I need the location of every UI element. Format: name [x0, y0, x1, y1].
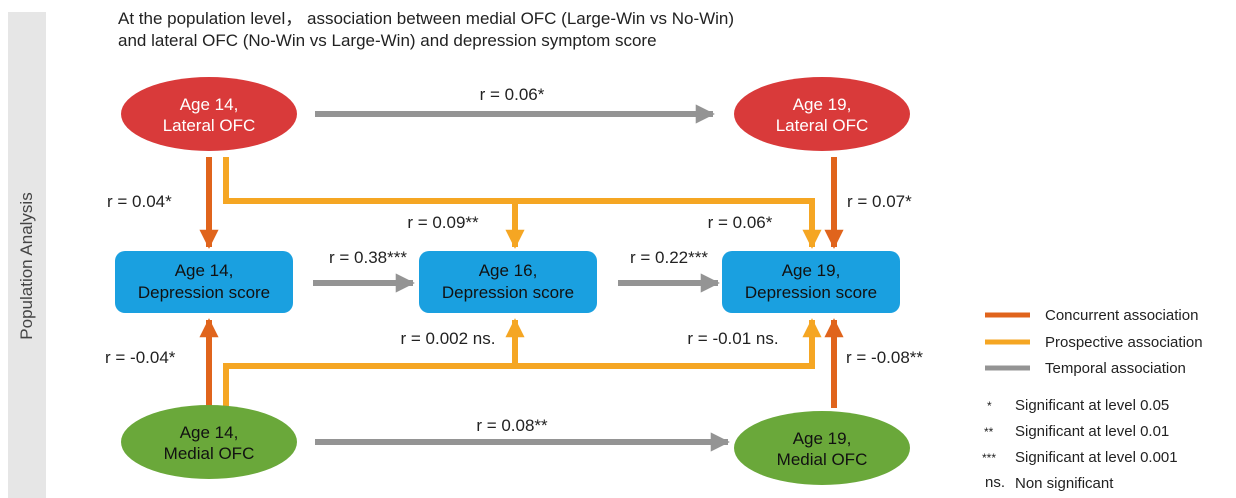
legend-sig05-label: Significant at level 0.05: [1015, 397, 1169, 414]
coef-lateral14-dep19: r = 0.06*: [708, 213, 773, 232]
legend: Concurrent association Prospective assoc…: [982, 307, 1203, 492]
node-lateral19-line1: Age 19,: [793, 95, 852, 114]
coef-medial14-dep16: r = 0.002 ns.: [401, 329, 496, 348]
coef-lateral14-dep14: r = 0.04*: [107, 192, 172, 211]
node-dep14-line1: Age 14,: [175, 261, 234, 280]
coef-lateral19-dep19: r = 0.07*: [847, 192, 912, 211]
legend-item-temporal: Temporal association: [985, 360, 1186, 377]
node-medial14-line1: Age 14,: [180, 423, 239, 442]
coef-lateral14-dep16: r = 0.09**: [407, 213, 479, 232]
legend-sig01-label: Significant at level 0.01: [1015, 423, 1169, 440]
legend-sig001-mark: ***: [982, 451, 996, 465]
legend-concurrent-label: Concurrent association: [1045, 307, 1198, 324]
node-medial14-line2: Medial OFC: [164, 444, 255, 463]
node-lateral19-line2: Lateral OFC: [776, 116, 869, 135]
node-medial19-line2: Medial OFC: [777, 450, 868, 469]
side-band: [8, 12, 46, 498]
node-dep19: Age 19, Depression score: [722, 251, 900, 313]
node-dep16: Age 16, Depression score: [419, 251, 597, 313]
node-medial14: Age 14, Medial OFC: [121, 405, 297, 479]
legend-sig01-mark: **: [984, 425, 994, 439]
legend-prospective-label: Prospective association: [1045, 334, 1203, 351]
legend-sig001-label: Significant at level 0.001: [1015, 449, 1178, 466]
edge-medial14-dep19: [223, 318, 822, 408]
legend-item-concurrent: Concurrent association: [985, 307, 1198, 324]
node-dep14-line2: Depression score: [138, 283, 270, 302]
node-medial19: Age 19, Medial OFC: [734, 411, 910, 485]
legend-ns-label: Non significant: [1015, 475, 1114, 492]
node-dep16-line1: Age 16,: [479, 261, 538, 280]
legend-temporal-label: Temporal association: [1045, 360, 1186, 377]
legend-item-prospective: Prospective association: [985, 334, 1203, 351]
coef-medial19-dep19: r = -0.08**: [846, 348, 923, 367]
coef-dep14-dep16: r = 0.38***: [329, 248, 407, 267]
legend-ns-mark: ns.: [985, 474, 1005, 491]
coef-dep16-dep19: r = 0.22***: [630, 248, 708, 267]
node-medial19-line1: Age 19,: [793, 429, 852, 448]
node-dep19-line2: Depression score: [745, 283, 877, 302]
coef-medial14-dep14: r = -0.04*: [105, 348, 176, 367]
title-line-2: and lateral OFC (No-Win vs Large-Win) an…: [118, 31, 657, 50]
coef-medial14-dep19: r = -0.01 ns.: [687, 329, 778, 348]
node-dep16-line2: Depression score: [442, 283, 574, 302]
node-dep14: Age 14, Depression score: [115, 251, 293, 313]
edge-lateral14-dep19: [223, 157, 822, 249]
diagram-title: At the population level， association bet…: [118, 8, 734, 52]
node-lateral14-line1: Age 14,: [180, 95, 239, 114]
legend-sig05-mark: *: [987, 399, 992, 413]
node-dep19-line1: Age 19,: [782, 261, 841, 280]
node-lateral14-line2: Lateral OFC: [163, 116, 256, 135]
coef-lateral14-lateral19: r = 0.06*: [480, 85, 545, 104]
coef-medial14-medial19: r = 0.08**: [476, 416, 548, 435]
node-lateral19: Age 19, Lateral OFC: [734, 77, 910, 151]
title-line-1: At the population level， association bet…: [118, 9, 735, 28]
node-lateral14: Age 14, Lateral OFC: [121, 77, 297, 151]
